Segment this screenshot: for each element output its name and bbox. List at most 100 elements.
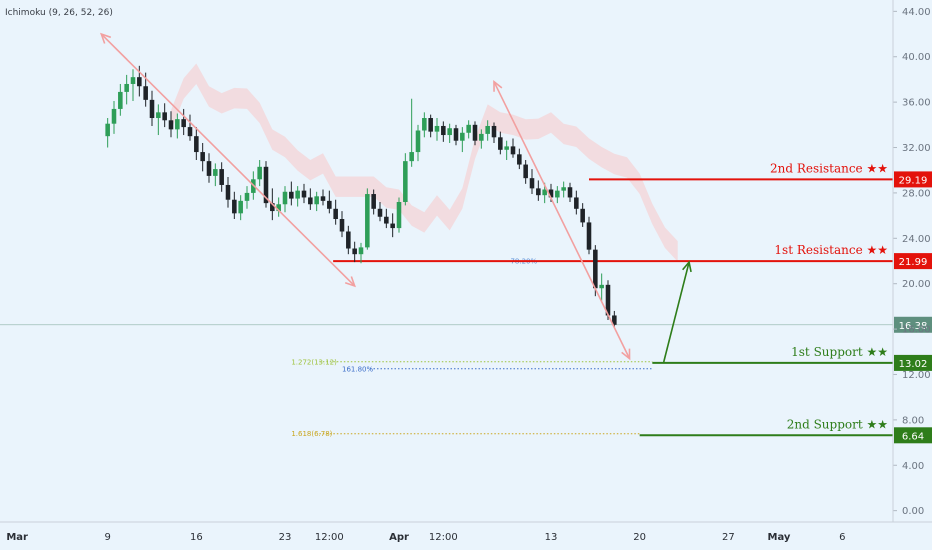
y-tick-label: 44.00 <box>902 7 931 18</box>
x-tick-label: 12:00 <box>315 532 344 543</box>
candle-body <box>498 137 503 150</box>
candle-body <box>219 169 224 185</box>
candle-body <box>289 191 294 199</box>
candle-body <box>225 184 231 200</box>
x-tick-label: 27 <box>722 532 735 543</box>
level-value: 13.02 <box>899 359 928 370</box>
candle-body <box>244 192 250 201</box>
candle-body <box>472 124 478 141</box>
candle-body <box>396 201 402 229</box>
candle-body <box>485 125 490 134</box>
level-badge <box>894 171 932 188</box>
candle-body <box>567 187 573 198</box>
candle-body <box>105 123 110 137</box>
arrow-head <box>493 80 503 92</box>
level-lines: 16.38 2nd Resistance ★★ 29.19 1st Resistanc… <box>0 161 932 444</box>
candle-body <box>536 188 541 196</box>
arrow-head <box>344 276 356 288</box>
candle-body <box>339 219 345 232</box>
arrow-line <box>493 81 631 359</box>
level-badge <box>894 354 932 371</box>
candle-body <box>238 200 243 214</box>
candle-body <box>453 128 459 141</box>
candle-body <box>175 119 180 130</box>
x-tick-label: 12:00 <box>429 532 458 543</box>
candle-body <box>156 112 161 119</box>
candle-body <box>257 166 262 180</box>
candle-body <box>428 118 433 132</box>
fib-label: 161.80% <box>342 365 373 373</box>
y-tick-label: 40.00 <box>902 52 931 63</box>
arrow-head <box>100 32 112 44</box>
candle-body <box>270 203 275 212</box>
candle-body <box>301 190 307 198</box>
candle-body <box>124 83 129 92</box>
candle-body <box>365 194 370 248</box>
candle-body <box>510 146 516 155</box>
candle-body <box>276 204 281 212</box>
candle-body <box>384 216 389 224</box>
candle-body <box>187 127 193 137</box>
candle-body <box>118 91 123 109</box>
candle-body <box>586 222 592 250</box>
candle-body <box>263 166 269 204</box>
y-tick-label: 24.00 <box>902 234 931 245</box>
x-tick-label: May <box>768 532 791 543</box>
candle-body <box>137 77 142 87</box>
candle-body <box>555 190 560 198</box>
candle-body <box>358 247 364 255</box>
candle-body <box>320 196 326 201</box>
candle-body <box>149 99 155 119</box>
candle-body <box>479 133 484 141</box>
candle-body <box>200 152 205 162</box>
y-tick-label: 32.00 <box>902 143 931 154</box>
candle-body <box>377 208 383 217</box>
candle-body <box>213 169 218 176</box>
candle-body <box>143 86 148 100</box>
arrow-line <box>100 33 356 287</box>
level-value: 6.64 <box>902 431 924 442</box>
candle-body <box>504 146 509 150</box>
level-name: 2nd Support ★★ <box>787 417 888 431</box>
candle-body <box>542 189 547 196</box>
candle-body <box>308 197 313 205</box>
ichimoku-cloud <box>171 63 678 262</box>
level-value: 29.19 <box>899 175 928 186</box>
x-tick-label: Apr <box>389 532 409 543</box>
current-price-badge <box>894 316 932 333</box>
level-name: 2nd Resistance ★★ <box>770 161 888 175</box>
x-tick-label: 13 <box>545 532 558 543</box>
candle-body <box>346 231 351 249</box>
candle-body <box>441 125 446 136</box>
level-name: 1st Support ★★ <box>791 345 888 359</box>
candle-body <box>403 161 408 202</box>
candle-body <box>390 223 395 229</box>
fibonacci-lines: 1.272(13.12)161.80%1.618(6.78)78.20% <box>291 258 653 438</box>
candle-body <box>580 208 585 223</box>
x-tick-label: 9 <box>104 532 110 543</box>
arrows <box>100 32 692 363</box>
candle-body <box>593 249 598 289</box>
fib-label: 1.618(6.78) <box>291 430 332 438</box>
arrow-head <box>621 348 631 361</box>
candle-body <box>130 77 136 84</box>
x-tick-label: Mar <box>6 532 28 543</box>
level-badge <box>894 253 932 270</box>
candle-body <box>333 208 338 220</box>
y-tick-label: 36.00 <box>902 98 931 109</box>
y-tick-label: 20.00 <box>902 279 931 290</box>
candle-body <box>599 284 604 289</box>
candle-body <box>460 132 465 141</box>
candle-body <box>314 196 319 205</box>
y-tick-label: 0.00 <box>902 506 924 517</box>
candle-body <box>282 191 288 205</box>
candle-body <box>447 128 452 136</box>
y-tick-label: 28.00 <box>902 188 931 199</box>
candle-body <box>327 200 332 209</box>
x-tick-label: 6 <box>839 532 845 543</box>
candle-body <box>415 130 421 153</box>
candle-body <box>491 125 497 138</box>
candle-body <box>612 315 617 325</box>
